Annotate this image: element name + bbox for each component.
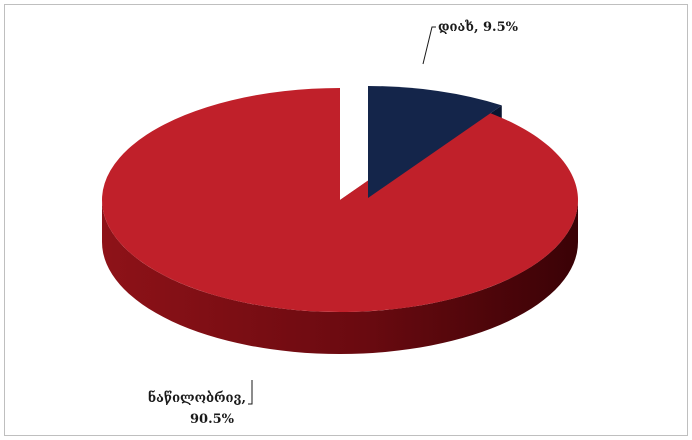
data-label-partial-value: 90.5% <box>190 412 235 427</box>
slice-partial <box>102 88 579 312</box>
data-label-yes: დიახ, 9.5% <box>438 20 519 35</box>
data-label-partial-name: ნაწილობრივ, <box>148 390 246 406</box>
leader-line-partial <box>248 380 253 405</box>
slice-partial-side <box>102 200 578 354</box>
leader-line-yes <box>422 26 436 65</box>
slice-yes <box>368 86 502 198</box>
